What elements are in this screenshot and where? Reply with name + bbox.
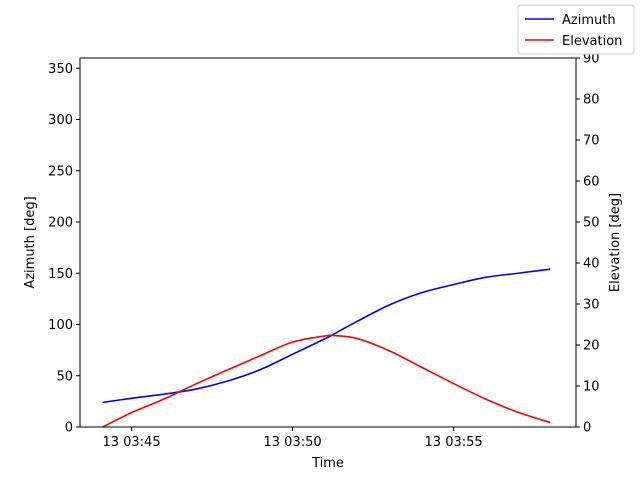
plot-frame — [79, 57, 577, 428]
legend-box — [517, 4, 635, 55]
right-y-axis-label: Elevation [deg] — [608, 193, 623, 292]
left-tick-label: 0 — [65, 421, 73, 436]
right-tick-label: 10 — [583, 380, 600, 395]
x-tick-label: 13 03:55 — [425, 435, 483, 450]
right-y-axis: 0 10 20 30 40 50 60 70 80 90 — [576, 52, 600, 436]
left-y-axis: 0 50 100 150 200 250 300 350 — [48, 62, 80, 436]
right-tick-label: 80 — [583, 93, 600, 108]
left-tick-label: 350 — [48, 62, 73, 77]
right-tick-label: 30 — [583, 298, 600, 313]
plot-lines — [102, 268, 551, 428]
left-y-axis-label: Azimuth [deg] — [23, 196, 38, 288]
right-tick-label: 90 — [583, 52, 600, 67]
right-tick-label: 40 — [583, 257, 600, 272]
legend-label-azimuth: Azimuth — [562, 13, 616, 28]
left-tick-label: 200 — [48, 216, 73, 231]
left-tick-label: 300 — [48, 113, 73, 128]
right-tick-label: 20 — [583, 339, 600, 354]
right-tick-label: 50 — [583, 216, 600, 231]
left-tick-label: 250 — [48, 164, 73, 179]
x-tick-label: 13 03:45 — [102, 435, 160, 450]
x-tick-label: 13 03:50 — [264, 435, 322, 450]
right-tick-label: 60 — [583, 175, 600, 190]
left-tick-label: 50 — [56, 369, 73, 384]
legend-label-elevation: Elevation — [562, 34, 622, 49]
right-tick-label: 70 — [583, 134, 600, 149]
x-axis-label: Time — [311, 456, 344, 471]
legend: Azimuth Elevation — [517, 4, 635, 55]
right-tick-label: 0 — [583, 421, 591, 436]
left-tick-label: 100 — [48, 318, 73, 333]
series-line-elevation — [102, 334, 551, 428]
left-tick-label: 150 — [48, 267, 73, 282]
x-axis: 13 03:45 13 03:50 13 03:55 — [102, 427, 483, 450]
